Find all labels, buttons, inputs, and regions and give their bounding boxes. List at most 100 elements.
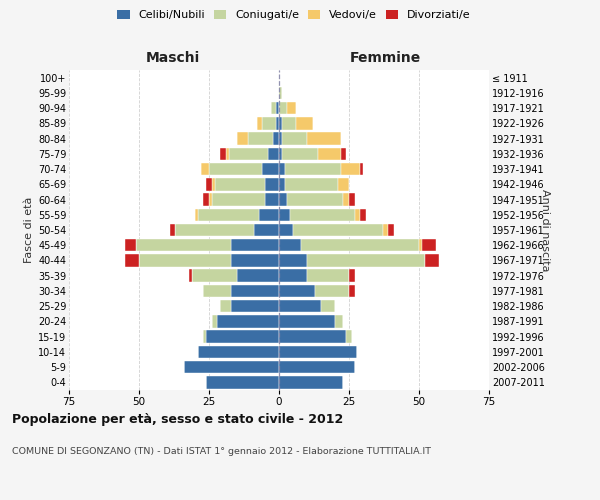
Bar (184, 361, 279, 374)
Bar (190, 270, 192, 282)
Bar (232, 239, 279, 252)
Bar (279, 178, 284, 190)
Bar (388, 224, 394, 236)
Bar (282, 132, 307, 145)
Bar (425, 254, 439, 266)
Bar (136, 239, 232, 252)
Bar (237, 132, 248, 145)
Bar (279, 117, 282, 130)
Bar (276, 102, 279, 115)
Bar (198, 208, 259, 221)
Bar (220, 300, 232, 312)
Bar (200, 163, 209, 175)
Bar (316, 284, 349, 297)
Bar (335, 315, 343, 328)
Bar (307, 270, 349, 282)
Bar (226, 148, 229, 160)
Bar (279, 132, 282, 145)
Bar (279, 163, 284, 175)
Y-axis label: Fasce di età: Fasce di età (23, 197, 34, 263)
Bar (170, 224, 175, 236)
Bar (212, 194, 265, 206)
Bar (355, 208, 360, 221)
Bar (341, 148, 346, 160)
Bar (203, 194, 209, 206)
Bar (279, 284, 316, 297)
Bar (257, 117, 262, 130)
Bar (271, 102, 276, 115)
Bar (282, 148, 318, 160)
Bar (217, 315, 279, 328)
Y-axis label: Anni di nascita: Anni di nascita (540, 188, 550, 271)
Bar (248, 132, 274, 145)
Bar (282, 117, 296, 130)
Bar (206, 376, 279, 388)
Bar (209, 194, 212, 206)
Bar (290, 208, 355, 221)
Bar (383, 224, 388, 236)
Bar (232, 284, 279, 297)
Bar (265, 194, 279, 206)
Bar (232, 300, 279, 312)
Bar (125, 254, 139, 266)
Bar (209, 163, 262, 175)
Bar (262, 163, 279, 175)
Bar (279, 330, 346, 343)
Bar (175, 224, 254, 236)
Bar (192, 270, 237, 282)
Bar (343, 194, 349, 206)
Bar (321, 300, 335, 312)
Bar (232, 254, 279, 266)
Bar (349, 270, 355, 282)
Bar (262, 117, 276, 130)
Bar (139, 254, 232, 266)
Bar (279, 300, 321, 312)
Bar (276, 117, 279, 130)
Bar (198, 346, 279, 358)
Bar (279, 254, 307, 266)
Bar (301, 239, 419, 252)
Bar (422, 239, 436, 252)
Bar (279, 376, 343, 388)
Bar (338, 178, 349, 190)
Bar (220, 148, 226, 160)
Bar (237, 270, 279, 282)
Bar (206, 178, 212, 190)
Bar (360, 163, 363, 175)
Bar (287, 194, 343, 206)
Text: Femmine: Femmine (350, 52, 421, 66)
Text: Maschi: Maschi (145, 52, 200, 66)
Bar (279, 208, 290, 221)
Bar (203, 284, 232, 297)
Bar (307, 132, 341, 145)
Bar (360, 208, 366, 221)
Bar (349, 284, 355, 297)
Bar (279, 148, 282, 160)
Bar (212, 178, 215, 190)
Bar (296, 117, 313, 130)
Bar (268, 148, 279, 160)
Bar (279, 102, 287, 115)
Legend: Celibi/Nubili, Coniugati/e, Vedovi/e, Divorziati/e: Celibi/Nubili, Coniugati/e, Vedovi/e, Di… (113, 6, 475, 25)
Bar (279, 346, 358, 358)
Bar (215, 178, 265, 190)
Bar (307, 254, 425, 266)
Bar (318, 148, 341, 160)
Bar (274, 132, 279, 145)
Bar (195, 208, 198, 221)
Bar (349, 194, 355, 206)
Bar (279, 239, 301, 252)
Bar (259, 208, 279, 221)
Bar (279, 86, 282, 99)
Bar (206, 330, 279, 343)
Bar (293, 224, 383, 236)
Bar (419, 239, 422, 252)
Text: Popolazione per età, sesso e stato civile - 2012: Popolazione per età, sesso e stato civil… (12, 412, 343, 426)
Bar (279, 315, 335, 328)
Bar (287, 102, 296, 115)
Bar (284, 163, 341, 175)
Bar (125, 239, 136, 252)
Bar (346, 330, 352, 343)
Bar (279, 224, 293, 236)
Bar (279, 361, 355, 374)
